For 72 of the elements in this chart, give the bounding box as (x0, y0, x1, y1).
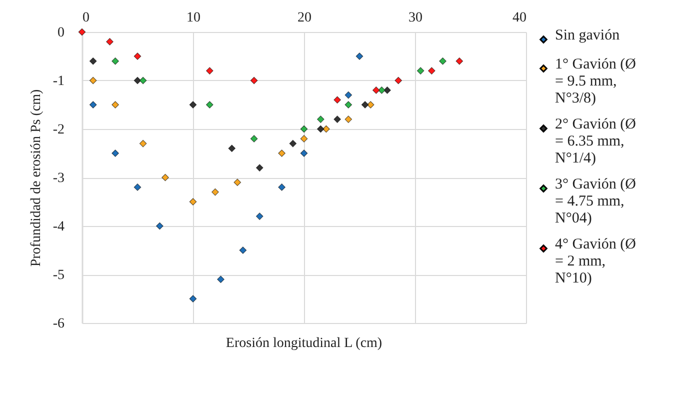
point (106, 38, 114, 46)
legend-label: 2° Gavión (Ø = 6.35 mm, N°1/4) (555, 116, 636, 166)
point (316, 125, 324, 133)
point (139, 76, 147, 84)
legend-label: 1° Gavión (Ø = 9.5 mm, N°3/8) (555, 56, 636, 106)
point (384, 86, 391, 94)
point (278, 150, 286, 157)
point (139, 140, 147, 148)
point (212, 188, 219, 196)
x-tick-label: 20 (298, 10, 312, 26)
point (162, 174, 169, 182)
point (189, 198, 197, 206)
x-tick-label: 10 (186, 10, 200, 26)
y-tick-label: -3 (52, 171, 64, 186)
point (89, 76, 97, 84)
point (394, 76, 402, 84)
x-tick-label: 40 (512, 10, 526, 26)
x-axis-title: Erosión longitudinal L (cm) (226, 336, 382, 351)
point (344, 101, 352, 108)
point (361, 101, 369, 108)
point (134, 76, 142, 84)
point (428, 67, 436, 74)
y-tick-label: 0 (58, 26, 64, 40)
point (334, 96, 341, 104)
point (356, 52, 364, 60)
point (206, 101, 214, 108)
y-tick-label: -1 (52, 74, 64, 89)
point (206, 67, 214, 74)
point (278, 184, 286, 191)
point (112, 101, 119, 108)
legend-label: Sin gavión (555, 28, 620, 44)
point (256, 212, 264, 220)
point (239, 246, 247, 254)
point (89, 57, 97, 65)
point (156, 222, 164, 230)
point (300, 135, 308, 142)
point (378, 86, 386, 94)
point (134, 184, 142, 191)
point (439, 57, 446, 65)
point (89, 101, 97, 108)
point (256, 164, 264, 172)
x-tick-label: 30 (408, 10, 422, 26)
point (344, 116, 352, 123)
point (289, 140, 297, 148)
point (189, 101, 197, 108)
x-tick-label: 0 (82, 10, 90, 26)
point (250, 135, 258, 142)
point (300, 150, 308, 157)
point (234, 178, 242, 186)
point (217, 276, 224, 284)
y-axis-title: Profundidad de erosión Ps (cm) (28, 89, 44, 267)
point (189, 295, 197, 302)
point (322, 125, 330, 133)
legend-label: 4° Gavión (Ø = 2 mm, N°10) (555, 236, 636, 286)
y-tick-label: -5 (52, 268, 64, 283)
point (456, 57, 464, 65)
point (228, 144, 236, 152)
y-tick-label: -6 (52, 316, 64, 332)
point (416, 67, 424, 74)
point (78, 28, 86, 36)
point (316, 116, 324, 123)
point (112, 150, 119, 157)
point (344, 91, 352, 99)
point (334, 116, 341, 123)
y-tick-label: -2 (52, 122, 64, 138)
y-tick-label: -4 (52, 220, 64, 234)
point (134, 52, 142, 60)
point (300, 125, 308, 133)
point (112, 57, 119, 65)
point (250, 76, 258, 84)
legend-label: 3° Gavión (Ø = 4.75 mm, N°04) (555, 176, 636, 226)
point (372, 86, 380, 94)
